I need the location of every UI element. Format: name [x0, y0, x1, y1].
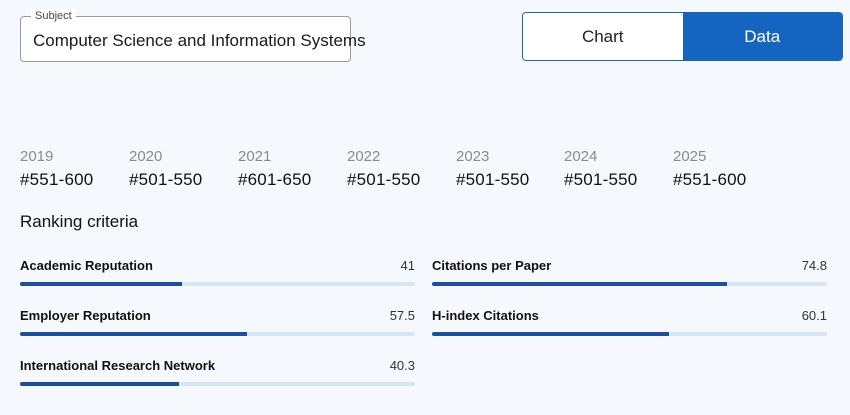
year-item: 2024 #501-550: [564, 148, 637, 190]
criterion-name: Employer Reputation: [20, 307, 151, 323]
chart-view-button[interactable]: Chart: [523, 13, 683, 60]
criterion-name: International Research Network: [20, 357, 216, 373]
criterion-bar-track: [432, 332, 827, 336]
year-rank: #501-550: [347, 170, 421, 189]
criterion-bar-fill: [432, 332, 670, 336]
criterion-citations-per-paper: Citations per Paper 74.8: [432, 256, 827, 286]
criterion-name: Academic Reputation: [20, 257, 153, 273]
criterion-academic-reputation: Academic Reputation 41: [20, 256, 415, 286]
criterion-bar-fill: [20, 332, 248, 336]
criterion-score: 40.3: [389, 357, 415, 373]
year-label: 2020: [129, 148, 163, 165]
year-label: 2023: [456, 148, 490, 165]
criterion-bar-fill: [432, 282, 728, 286]
year-label: 2019: [20, 148, 54, 165]
criterion-name: H-index Citations: [432, 307, 539, 323]
year-label: 2021: [238, 148, 272, 165]
criterion-score: 41: [400, 257, 415, 273]
year-rank: #551-600: [673, 170, 747, 189]
criterion-bar-fill: [20, 382, 180, 386]
year-label: 2025: [673, 148, 707, 165]
criterion-score: 60.1: [801, 307, 827, 323]
year-rank: #551-600: [20, 170, 94, 189]
criterion-employer-reputation: Employer Reputation 57.5: [20, 306, 415, 336]
criterion-bar-track: [20, 282, 415, 286]
criterion-bar-track: [20, 332, 415, 336]
year-label: 2022: [347, 148, 381, 165]
year-rank: #501-550: [456, 170, 530, 189]
criterion-score: 74.8: [801, 257, 827, 273]
criterion-bar-track: [20, 382, 415, 386]
criterion-score: 57.5: [389, 307, 415, 323]
criterion-bar-track: [432, 282, 827, 286]
criterion-international-research-network: International Research Network 40.3: [20, 356, 415, 386]
criterion-h-index-citations: H-index Citations 60.1: [432, 306, 827, 336]
year-item: 2020 #501-550: [129, 148, 202, 190]
year-item: 2022 #501-550: [347, 148, 420, 190]
year-rank: #501-550: [129, 170, 203, 189]
year-rank: #501-550: [564, 170, 638, 189]
subject-value: Computer Science and Information Systems: [33, 31, 366, 50]
year-item: 2025 #551-600: [673, 148, 746, 190]
year-item: 2021 #601-650: [238, 148, 311, 190]
year-item: 2023 #501-550: [456, 148, 529, 190]
subject-select[interactable]: Subject Computer Science and Information…: [20, 9, 366, 62]
view-toggle: Chart Data: [522, 12, 843, 61]
criterion-name: Citations per Paper: [432, 257, 552, 273]
year-rank: #601-650: [238, 170, 312, 189]
year-item: 2019 #551-600: [20, 148, 93, 190]
criterion-bar-fill: [20, 282, 182, 286]
subject-label: Subject: [31, 9, 76, 23]
year-label: 2024: [564, 148, 598, 165]
yearly-rankings: 2019 #551-600 2020 #501-550 2021 #601-65…: [20, 148, 820, 192]
ranking-criteria-heading: Ranking criteria: [20, 212, 139, 231]
data-view-button[interactable]: Data: [682, 13, 842, 60]
